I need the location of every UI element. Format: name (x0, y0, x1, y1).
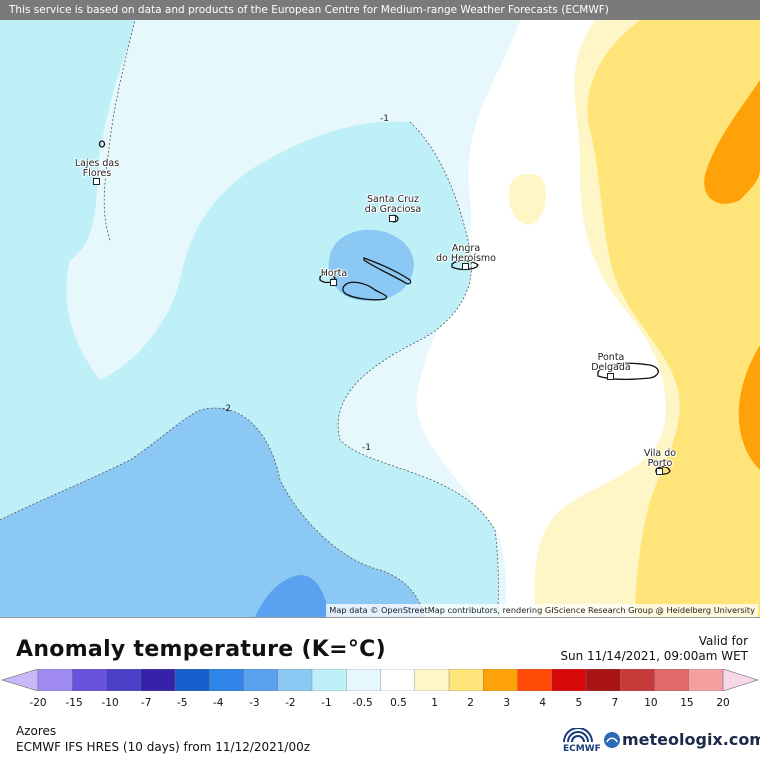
colorbar-segment (448, 669, 484, 691)
colorbar-segment (277, 669, 313, 691)
city-label-ponta-delgada: Ponta Delgada (591, 352, 631, 373)
colorbar-tick-label: 7 (611, 697, 619, 709)
island-terceira (451, 260, 479, 271)
temperature-anomaly-map[interactable] (0, 0, 760, 617)
contour-label-minus1-south: -1 (362, 443, 371, 453)
colorbar-tick-label: 20 (716, 697, 730, 709)
city-marker-lajes-das-flores[interactable] (93, 178, 100, 185)
colorbar-under-arrow (0, 669, 39, 691)
colorbar-segment (311, 669, 347, 691)
city-marker-horta[interactable] (330, 279, 337, 286)
colorbar-tick-label: -7 (140, 697, 152, 709)
colorbar-segment (140, 669, 176, 691)
colorbar-tick-label: -0.5 (352, 697, 373, 709)
colorbar-segment (37, 669, 73, 691)
colorbar-tick-label: 5 (575, 697, 583, 709)
city-label-lajes-das-flores: Lajes das Flores (74, 158, 120, 179)
left-pale-edge (104, 20, 175, 240)
island-sao-miguel (597, 362, 659, 380)
colorbar-tick-label: 10 (644, 697, 658, 709)
city-label-horta: Horta (320, 268, 348, 279)
island-sao-jorge (363, 257, 412, 285)
cold-pocket-horta (328, 229, 414, 301)
meteologix-brand[interactable]: meteologix.com (622, 730, 760, 749)
colorbar-tick-label: -10 (101, 697, 119, 709)
colorbar-tick-label: -20 (29, 697, 47, 709)
city-marker-ponta-delgada[interactable] (607, 373, 614, 380)
map-attribution: Map data © OpenStreetMap contributors, r… (326, 604, 758, 617)
city-label-santa-cruz-da-graciosa: Santa Cruz da Graciosa (364, 194, 422, 215)
meteologix-logo-icon (604, 732, 620, 748)
ecmwf-logo-text: ECMWF (563, 744, 601, 754)
colorbar-over-arrow (722, 669, 760, 691)
colorbar-tick-label: -4 (213, 697, 224, 709)
colorbar-tick-label: 1 (431, 697, 438, 709)
ecmwf-logo-icon (563, 728, 593, 743)
island-faial (319, 273, 336, 284)
colorbar-segment (243, 669, 279, 691)
valid-for-label: Valid for (698, 634, 748, 648)
colorbar-tick-label: 4 (539, 697, 547, 709)
legend-title: Anomaly temperature (K=°C) (16, 637, 386, 662)
island-flores (98, 140, 106, 148)
colorbar-segment (620, 669, 656, 691)
region-name: Azores (16, 724, 57, 738)
colorbar-segment (585, 669, 621, 691)
city-label-vila-do-porto: Vila do Porto (643, 448, 677, 469)
colorbar-segment (72, 669, 108, 691)
colorbar-tick-label: -15 (65, 697, 83, 709)
warm-blob-center (508, 173, 547, 225)
ecmwf-notice-banner: This service is based on data and produc… (0, 0, 760, 20)
contour-label-minus2: -2 (222, 404, 231, 414)
colorbar-segment (483, 669, 519, 691)
colorbar-tick-label: -2 (285, 697, 296, 709)
model-run-info: ECMWF IFS HRES (10 days) from 11/12/2021… (16, 740, 311, 754)
deep-blue-patch (255, 575, 330, 617)
colorbar-tick-label: -3 (249, 697, 260, 709)
colorbar-segment (551, 669, 587, 691)
orange-patch-right (738, 345, 760, 470)
colorbar-segment (380, 669, 416, 691)
colorbar-tick-label: -1 (321, 697, 332, 709)
city-marker-angra-do-heroismo[interactable] (462, 263, 469, 270)
colorbar-tick-label: 0.5 (390, 697, 407, 709)
contour-line-left (103, 19, 136, 241)
cold-zone-southwest (0, 408, 425, 617)
colorbar-tick-label: 3 (503, 697, 511, 709)
colorbar-segment (517, 669, 553, 691)
colorbar-segment (209, 669, 245, 691)
city-marker-santa-cruz-da-graciosa[interactable] (389, 215, 396, 222)
colorbar-segment (414, 669, 450, 691)
colorbar-tick-label: -5 (176, 697, 188, 709)
valid-time: Sun 11/14/2021, 09:00am WET (560, 649, 748, 663)
city-marker-vila-do-porto[interactable] (656, 468, 663, 475)
colorbar-tick-label: 2 (467, 697, 474, 709)
colorbar-tick-label: 15 (680, 697, 694, 709)
contour-line-minus1 (337, 121, 499, 617)
color-scale-bar (0, 669, 760, 691)
city-label-angra-do-heroismo: Angra do Heroísmo (435, 243, 496, 264)
colorbar-segment (654, 669, 690, 691)
map-area[interactable]: This service is based on data and produc… (0, 0, 760, 617)
colorbar-segment (174, 669, 210, 691)
colorbar-segment (106, 669, 142, 691)
island-pico (342, 281, 388, 301)
contour-label-minus1-north: -1 (380, 114, 389, 124)
colorbar-segment (688, 669, 724, 691)
colorbar-segment (346, 669, 382, 691)
orange-patch-top (704, 80, 760, 204)
